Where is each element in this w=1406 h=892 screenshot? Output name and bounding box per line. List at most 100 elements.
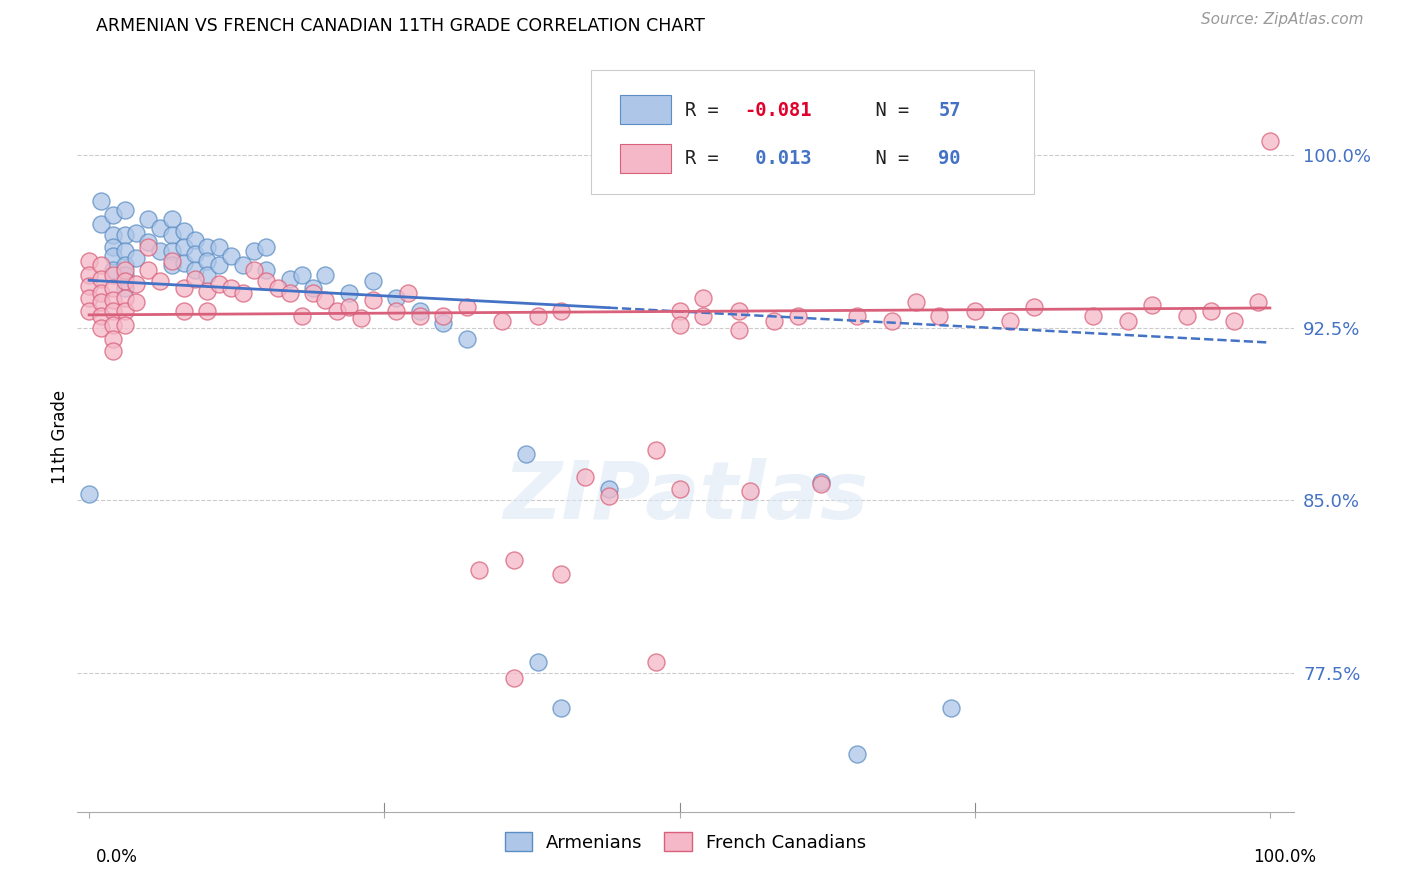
- Point: [160, 212, 183, 227]
- Point: [184, 233, 207, 247]
- Point: [114, 304, 136, 318]
- Point: [173, 256, 195, 270]
- Point: [101, 332, 124, 346]
- Point: [432, 309, 454, 323]
- Point: [101, 263, 124, 277]
- Point: [314, 268, 336, 282]
- Point: [195, 253, 218, 268]
- Point: [278, 285, 301, 300]
- Point: [337, 285, 360, 300]
- Point: [1081, 309, 1104, 323]
- Text: 100.0%: 100.0%: [1253, 847, 1316, 865]
- Point: [208, 277, 231, 291]
- Point: [77, 486, 100, 500]
- Text: N =: N =: [853, 101, 921, 120]
- Point: [692, 309, 714, 323]
- Point: [90, 295, 112, 310]
- Point: [77, 279, 100, 293]
- Text: 57: 57: [938, 101, 960, 120]
- Point: [491, 313, 513, 327]
- Point: [302, 285, 325, 300]
- Point: [432, 316, 454, 330]
- Point: [101, 208, 124, 222]
- Point: [337, 300, 360, 314]
- Point: [314, 293, 336, 307]
- Point: [409, 309, 432, 323]
- Point: [361, 293, 384, 307]
- Point: [101, 293, 124, 307]
- Text: R =: R =: [686, 101, 731, 120]
- Point: [114, 318, 136, 333]
- Point: [350, 311, 373, 326]
- Point: [527, 655, 550, 669]
- Point: [173, 304, 195, 318]
- Point: [1022, 300, 1045, 314]
- Text: ARMENIAN VS FRENCH CANADIAN 11TH GRADE CORRELATION CHART: ARMENIAN VS FRENCH CANADIAN 11TH GRADE C…: [96, 17, 704, 35]
- Point: [1116, 313, 1139, 327]
- Point: [90, 194, 112, 208]
- Point: [254, 263, 277, 277]
- Point: [101, 304, 124, 318]
- Point: [208, 240, 231, 254]
- Point: [114, 275, 136, 289]
- Text: N =: N =: [853, 149, 921, 169]
- Point: [160, 244, 183, 259]
- Point: [184, 263, 207, 277]
- Text: -0.081: -0.081: [744, 101, 811, 120]
- Point: [173, 224, 195, 238]
- Point: [114, 258, 136, 272]
- Point: [114, 228, 136, 243]
- Text: 0.013: 0.013: [744, 149, 811, 169]
- Point: [385, 304, 408, 318]
- Point: [880, 313, 903, 327]
- Point: [456, 332, 478, 346]
- Legend: Armenians, French Canadians: Armenians, French Canadians: [498, 825, 873, 859]
- Point: [998, 313, 1021, 327]
- Point: [243, 244, 266, 259]
- Point: [243, 263, 266, 277]
- Point: [160, 228, 183, 243]
- Text: 0.0%: 0.0%: [96, 847, 138, 865]
- Point: [550, 567, 572, 582]
- Point: [1247, 295, 1270, 310]
- Point: [254, 275, 277, 289]
- Point: [939, 701, 962, 715]
- Point: [668, 318, 690, 333]
- Point: [291, 309, 314, 323]
- Point: [254, 240, 277, 254]
- Point: [195, 284, 218, 298]
- Point: [136, 240, 159, 254]
- Point: [385, 291, 408, 305]
- Point: [232, 258, 254, 272]
- Point: [278, 272, 301, 286]
- Point: [101, 240, 124, 254]
- Point: [114, 291, 136, 305]
- Point: [90, 309, 112, 323]
- Bar: [620, 95, 671, 124]
- Point: [361, 275, 384, 289]
- Point: [598, 482, 620, 496]
- Point: [149, 244, 172, 259]
- Point: [550, 304, 572, 318]
- Point: [101, 268, 124, 282]
- Point: [114, 244, 136, 259]
- Point: [219, 281, 242, 295]
- Point: [692, 291, 714, 305]
- Point: [727, 304, 749, 318]
- Point: [928, 309, 950, 323]
- Point: [740, 484, 762, 499]
- Point: [125, 226, 148, 240]
- Point: [396, 285, 419, 300]
- Point: [136, 212, 159, 227]
- Point: [136, 263, 159, 277]
- Point: [645, 442, 668, 457]
- Point: [456, 300, 478, 314]
- Point: [645, 655, 668, 669]
- Point: [195, 304, 218, 318]
- Point: [904, 295, 927, 310]
- Point: [1140, 297, 1163, 311]
- Point: [101, 228, 124, 243]
- Point: [90, 272, 112, 286]
- Point: [727, 323, 749, 337]
- Point: [503, 671, 526, 685]
